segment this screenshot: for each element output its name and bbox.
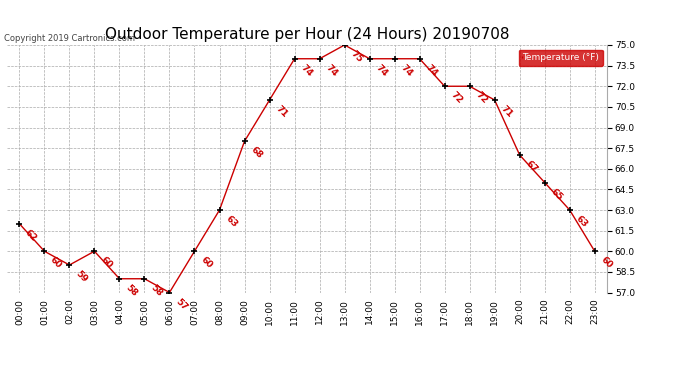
Text: 68: 68 xyxy=(248,146,264,160)
Text: 74: 74 xyxy=(424,63,439,78)
Text: 58: 58 xyxy=(124,283,139,298)
Text: 67: 67 xyxy=(524,159,539,174)
Text: 72: 72 xyxy=(448,90,464,106)
Text: 60: 60 xyxy=(599,255,614,270)
Text: 72: 72 xyxy=(474,90,489,106)
Text: 71: 71 xyxy=(499,104,514,120)
Legend: Temperature (°F): Temperature (°F) xyxy=(519,50,602,66)
Text: 60: 60 xyxy=(48,255,63,270)
Text: 60: 60 xyxy=(199,255,214,270)
Text: 63: 63 xyxy=(574,214,589,230)
Text: 65: 65 xyxy=(549,187,564,202)
Text: 75: 75 xyxy=(348,49,364,64)
Text: 58: 58 xyxy=(148,283,164,298)
Text: 60: 60 xyxy=(99,255,114,270)
Text: 57: 57 xyxy=(174,297,189,312)
Text: 63: 63 xyxy=(224,214,239,230)
Title: Outdoor Temperature per Hour (24 Hours) 20190708: Outdoor Temperature per Hour (24 Hours) … xyxy=(105,27,509,42)
Text: 59: 59 xyxy=(74,269,89,285)
Text: 62: 62 xyxy=(23,228,39,243)
Text: 71: 71 xyxy=(274,104,289,120)
Text: 74: 74 xyxy=(324,63,339,78)
Text: 74: 74 xyxy=(399,63,414,78)
Text: 74: 74 xyxy=(299,63,314,78)
Text: 74: 74 xyxy=(374,63,389,78)
Text: Copyright 2019 Cartronics.com: Copyright 2019 Cartronics.com xyxy=(4,33,135,42)
